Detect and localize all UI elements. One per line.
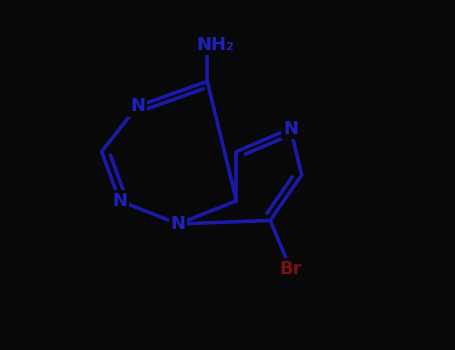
Text: Br: Br (279, 260, 302, 278)
Text: N: N (283, 119, 298, 138)
Text: N: N (112, 192, 127, 210)
Text: N: N (130, 97, 145, 115)
Text: NH₂: NH₂ (197, 36, 234, 54)
Text: N: N (171, 215, 186, 233)
